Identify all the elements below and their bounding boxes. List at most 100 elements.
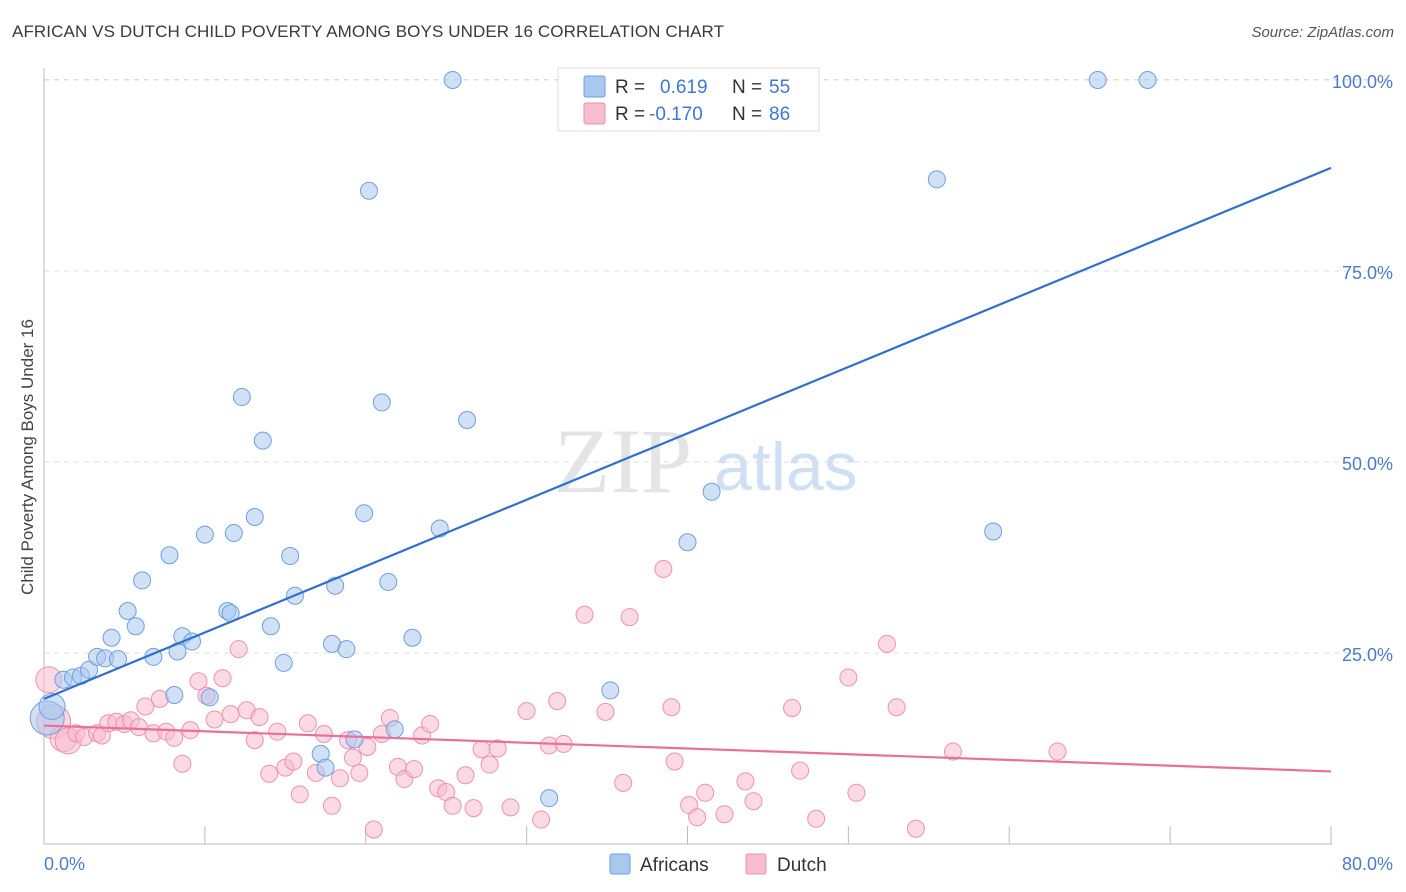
dutch-point — [205, 710, 224, 729]
dutch-point — [165, 728, 184, 747]
dutch-point — [662, 698, 681, 717]
dutch-point — [575, 605, 594, 624]
dutch-point — [284, 752, 303, 771]
dutch-point — [173, 754, 192, 773]
dutch-points — [35, 559, 1067, 839]
dutch-point — [136, 697, 155, 716]
dutch-point — [791, 761, 810, 780]
dutch-point — [314, 724, 333, 743]
dutch-point — [421, 715, 440, 734]
africans-point — [443, 71, 462, 89]
africans-point — [245, 508, 264, 527]
africans-stat-swatch — [583, 75, 606, 98]
x-tick-label-max: 80.0% — [1342, 854, 1393, 874]
dutch-point — [322, 796, 341, 815]
africans-r-value: 0.619 — [660, 77, 708, 98]
africans-point — [1088, 71, 1107, 89]
dutch-point — [250, 708, 269, 727]
dutch-point — [298, 714, 317, 733]
africans-point — [379, 572, 398, 591]
africans-points — [29, 71, 1157, 808]
legend-swatch-africans — [609, 853, 631, 875]
x-tick-label-min: 0.0% — [44, 854, 85, 874]
africans-point — [102, 628, 121, 647]
africans-point — [355, 504, 374, 523]
y-tick-labels: 25.0% 50.0% 75.0% 100.0% — [1332, 72, 1393, 665]
dutch-point — [364, 820, 383, 839]
africans-point — [80, 660, 99, 679]
africans-n-label: N = — [732, 77, 762, 98]
dutch-point — [887, 698, 906, 717]
africans-point — [316, 758, 335, 777]
dutch-point — [472, 740, 491, 759]
dutch-point — [696, 783, 715, 802]
legend-label-dutch: Dutch — [777, 855, 827, 876]
africans-point — [274, 653, 293, 672]
y-axis-label: Child Poverty Among Boys Under 16 — [18, 319, 37, 595]
dutch-point — [654, 559, 673, 578]
gridlines — [44, 79, 1393, 654]
africans-point — [1138, 71, 1157, 89]
dutch-point — [464, 799, 483, 818]
dutch-point — [744, 792, 763, 811]
africans-point — [160, 546, 179, 565]
africans-point — [195, 525, 214, 544]
africans-point — [540, 789, 559, 808]
africans-point — [165, 686, 184, 705]
dutch-point — [839, 668, 858, 687]
stats-box: R = 0.619 N = 55 R = -0.170 N = 86 — [557, 67, 820, 132]
dutch-point — [736, 772, 755, 791]
africans-point — [678, 533, 697, 552]
dutch-point — [221, 705, 240, 724]
africans-n-value: 55 — [769, 77, 790, 98]
legend-swatch-dutch — [745, 853, 767, 875]
africans-point — [337, 640, 356, 659]
africans-point — [224, 524, 243, 543]
legend: Africans Dutch — [609, 853, 827, 876]
africans-point — [126, 617, 145, 636]
africans-point — [38, 692, 66, 720]
africans-point — [118, 601, 137, 620]
africans-point — [601, 681, 620, 700]
dutch-point — [213, 669, 232, 688]
africans-point — [253, 431, 272, 450]
dutch-stat-swatch — [583, 102, 606, 125]
dutch-point — [532, 810, 551, 829]
dutch-point — [688, 808, 707, 827]
africans-point — [458, 410, 477, 429]
africans-point — [133, 571, 152, 590]
dutch-point — [331, 769, 350, 788]
dutch-point — [943, 742, 962, 761]
africans-point — [232, 388, 251, 407]
dutch-point — [480, 755, 499, 774]
dutch-point — [189, 672, 208, 691]
africans-point — [281, 546, 300, 565]
dutch-point — [783, 699, 802, 718]
africans-point — [372, 393, 391, 412]
dutch-point — [405, 760, 424, 779]
africans-point — [385, 720, 404, 739]
y-tick-label: 25.0% — [1342, 645, 1393, 665]
chart-title: AFRICAN VS DUTCH CHILD POVERTY AMONG BOY… — [12, 22, 725, 41]
dutch-point — [548, 692, 567, 711]
dutch-point — [456, 766, 475, 785]
africans-point — [927, 170, 946, 189]
dutch-point — [620, 608, 639, 627]
legend-label-africans: Africans — [640, 855, 709, 876]
dutch-point — [488, 739, 507, 758]
y-tick-label: 50.0% — [1342, 454, 1393, 474]
dutch-point — [847, 783, 866, 802]
watermark-atlas: atlas — [714, 429, 858, 505]
y-tick-label: 100.0% — [1332, 72, 1393, 92]
africans-r-label: R = — [615, 77, 645, 98]
dutch-point — [260, 764, 279, 783]
dutch-point — [715, 805, 734, 824]
dutch-n-label: N = — [732, 104, 762, 125]
dutch-point — [343, 748, 362, 767]
dutch-point — [229, 640, 248, 659]
dutch-n-value: 86 — [769, 104, 790, 125]
dutch-point — [596, 702, 615, 721]
dutch-point — [517, 702, 536, 721]
dutch-point — [268, 722, 287, 741]
